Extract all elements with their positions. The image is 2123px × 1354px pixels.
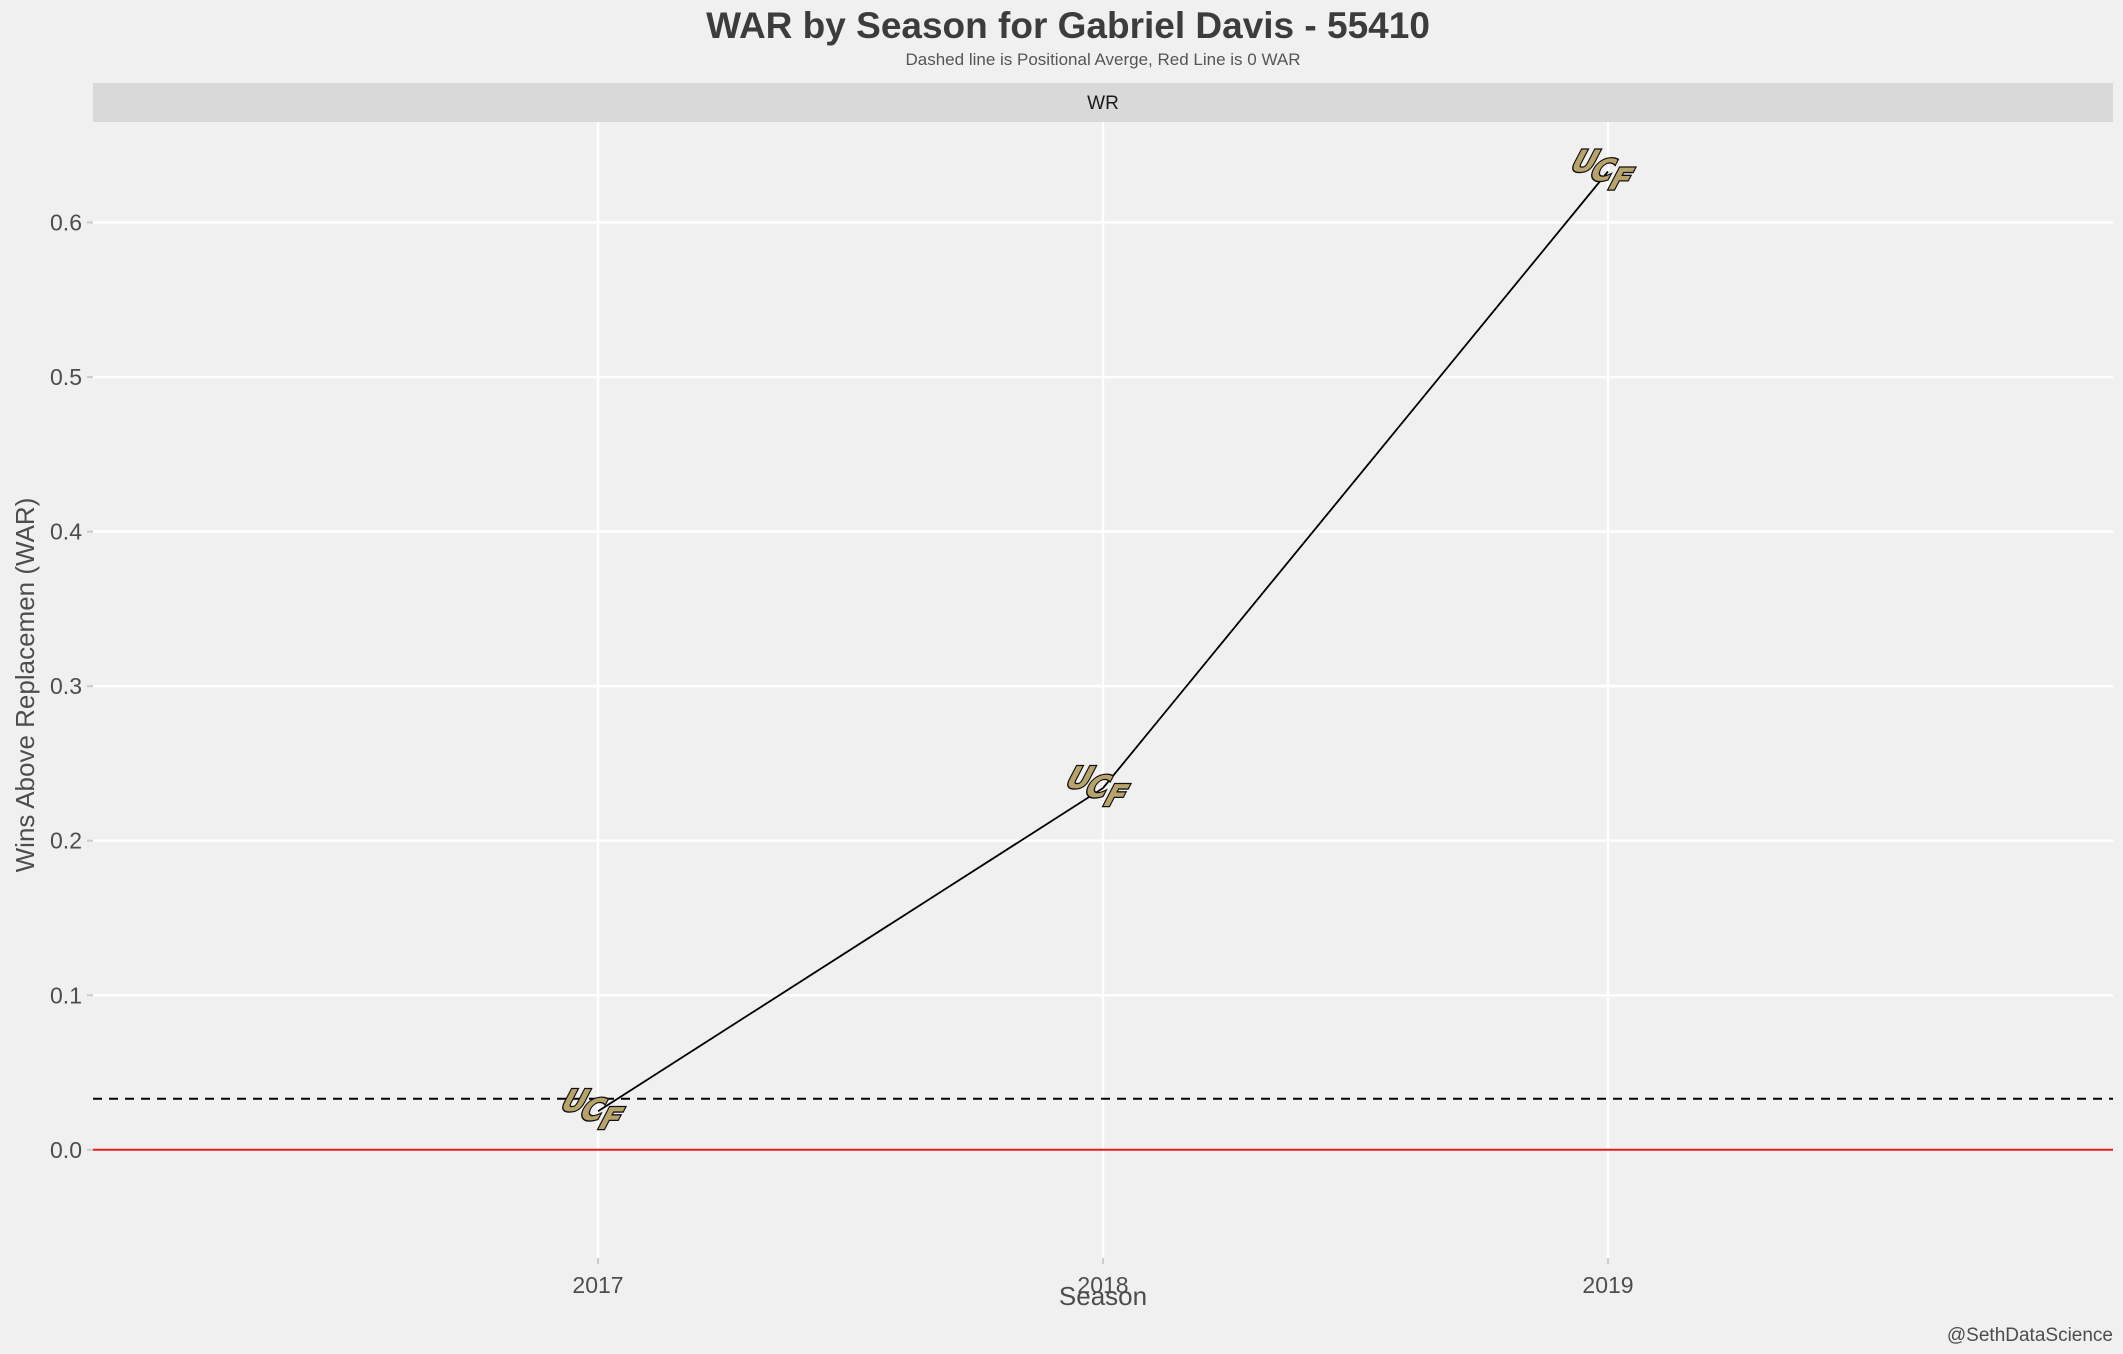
y-axis-title: Wins Above Replacemen (WAR) <box>10 498 40 873</box>
chart-title: WAR by Season for Gabriel Davis - 55410 <box>706 5 1430 46</box>
y-tick-label: 0.2 <box>50 828 82 854</box>
y-tick-label: 0.6 <box>50 209 82 235</box>
x-axis-title: Season <box>1059 1281 1147 1311</box>
grid-layer <box>93 122 2113 1258</box>
x-axis-ticks: 2017 2018 2019 <box>572 1258 1634 1298</box>
facet-strip <box>93 83 2113 122</box>
caption: @SethDataScience <box>1947 1325 2113 1346</box>
y-tick-label: 0.5 <box>50 364 82 390</box>
reference-lines <box>93 1097 2113 1151</box>
facet-label: WR <box>1087 93 1119 114</box>
war-series-line <box>597 170 1609 1112</box>
ucf-logo-marker: UCF <box>1566 143 1639 199</box>
marker-layer: UCF UCF UCF <box>556 143 1639 1139</box>
x-tick-label: 2017 <box>572 1272 623 1298</box>
y-tick-label: 0.3 <box>50 673 82 699</box>
ucf-logo-marker: UCF <box>556 1083 629 1139</box>
y-tick-label: 0.0 <box>50 1137 82 1163</box>
x-tick-label: 2018 <box>1077 1272 1128 1298</box>
series-layer <box>597 170 1609 1112</box>
y-tick-label: 0.1 <box>50 982 82 1008</box>
y-tick-label: 0.4 <box>50 519 82 545</box>
x-tick-label: 2019 <box>1582 1272 1633 1298</box>
chart-subtitle: Dashed line is Positional Averge, Red Li… <box>906 50 1301 69</box>
ucf-logo-marker: UCF <box>1061 760 1134 816</box>
y-axis-ticks: 0.0 0.1 0.2 0.3 0.4 0.5 0.6 <box>50 209 93 1163</box>
